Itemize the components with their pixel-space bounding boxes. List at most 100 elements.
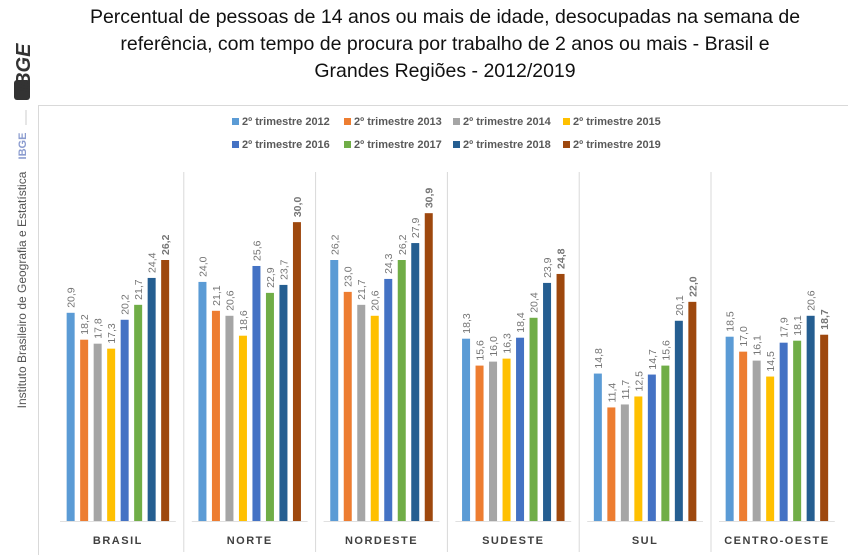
data-label: 26,2 (160, 234, 172, 255)
bar (634, 396, 643, 521)
bar (265, 292, 274, 521)
data-label: 26,2 (397, 234, 409, 255)
side-institute-text: Instituto Brasileiro de Geografia e Esta… (15, 171, 29, 408)
data-label: 16,0 (488, 336, 500, 357)
bar (593, 373, 602, 521)
data-label: 11,7 (620, 380, 632, 400)
legend-item: 2º trimestre 2015 (563, 116, 661, 128)
data-label: 18,2 (79, 314, 91, 335)
data-label: 14,5 (765, 351, 777, 372)
bar (343, 291, 352, 521)
bar (688, 301, 697, 521)
bar (739, 351, 748, 521)
legend-label: 2º trimestre 2017 (354, 139, 442, 151)
legend-swatch (563, 118, 570, 125)
data-label: 23,7 (278, 259, 290, 280)
bar (279, 284, 288, 521)
data-label: 15,6 (475, 340, 487, 361)
legend-item: 2º trimestre 2014 (453, 116, 552, 128)
data-label: 21,1 (211, 285, 223, 306)
data-label: 22,9 (265, 267, 277, 288)
legend-item: 2º trimestre 2018 (453, 139, 551, 151)
legend-label: 2º trimestre 2016 (242, 139, 330, 151)
data-label: 16,1 (752, 335, 764, 356)
bar (424, 213, 433, 521)
bar (330, 260, 339, 521)
ibge-logo-text: IBGE (13, 43, 35, 93)
legend-item: 2º trimestre 2012 (232, 116, 330, 128)
category-label: SUL (632, 535, 659, 547)
bar (661, 365, 670, 521)
bar (411, 243, 420, 521)
data-label: 18,7 (819, 309, 831, 330)
bar (134, 304, 143, 521)
bar (292, 222, 301, 522)
data-label: 26,2 (329, 234, 341, 255)
data-label: 17,8 (93, 318, 105, 339)
ibge-logo-mark-icon (14, 80, 30, 100)
title-line: Percentual de pessoas de 14 anos ou mais… (89, 6, 801, 28)
data-label: 18,5 (725, 311, 737, 332)
data-label: 20,1 (674, 295, 686, 316)
legend-item: 2º trimestre 2016 (232, 139, 330, 151)
data-label: 24,0 (197, 256, 209, 277)
data-label: 17,9 (779, 317, 791, 338)
ibge-logo: IBGE (13, 43, 35, 100)
data-label: 20,4 (529, 292, 541, 313)
data-label: 20,6 (370, 290, 382, 311)
data-label: 24,3 (383, 253, 395, 274)
bar (556, 273, 565, 521)
bar (198, 281, 207, 521)
data-label: 21,7 (356, 279, 368, 300)
bar (752, 360, 761, 521)
legend-label: 2º trimestre 2014 (463, 116, 552, 128)
data-label: 20,6 (806, 290, 818, 311)
bar (238, 335, 247, 521)
bar (674, 320, 683, 521)
data-label: 18,6 (238, 310, 250, 331)
bar (806, 315, 815, 521)
data-label: 30,0 (292, 197, 304, 218)
data-label: 17,0 (738, 326, 750, 347)
legend-swatch (232, 118, 239, 125)
title-line: referência, com tempo de procura por tra… (120, 33, 770, 55)
bar (225, 315, 234, 521)
data-label: 27,9 (410, 217, 422, 238)
bar (357, 304, 366, 521)
data-label: 14,8 (593, 348, 605, 369)
legend-item: 2º trimestre 2017 (344, 139, 442, 151)
bar (820, 334, 829, 521)
legend-label: 2º trimestre 2019 (573, 139, 661, 151)
bar (766, 376, 775, 521)
legend-swatch (344, 141, 351, 148)
legend-swatch (453, 141, 460, 148)
category-label: NORTE (227, 535, 273, 547)
data-label: 14,7 (647, 349, 659, 370)
bar (516, 337, 525, 521)
data-label: 21,7 (133, 279, 145, 300)
category-label: CENTRO-OESTE (724, 535, 829, 547)
legend-swatch (344, 118, 351, 125)
legend: 2º trimestre 2012 2º trimestre 2013 2º tri… (232, 116, 661, 151)
bar (93, 343, 102, 521)
bar (384, 278, 393, 521)
category-label: NORDESTE (345, 535, 418, 547)
bar (529, 317, 538, 521)
bar (107, 348, 116, 521)
data-label: 20,2 (120, 294, 132, 315)
category-label: SUDESTE (482, 535, 544, 547)
data-label: 22,0 (687, 276, 699, 297)
legend-swatch (563, 141, 570, 148)
bar (252, 265, 261, 521)
legend-item: 2º trimestre 2019 (563, 139, 661, 151)
chart-frame (38, 105, 848, 555)
data-label: 23,9 (542, 257, 554, 278)
data-label: 23,0 (343, 266, 355, 287)
data-label: 11,4 (606, 383, 618, 403)
legend-label: 2º trimestre 2012 (242, 116, 330, 128)
title-line: Grandes Regiões - 2012/2019 (314, 60, 576, 82)
legend-label: 2º trimestre 2015 (573, 116, 661, 128)
category-label: BRASIL (93, 535, 143, 547)
bar (211, 310, 220, 521)
